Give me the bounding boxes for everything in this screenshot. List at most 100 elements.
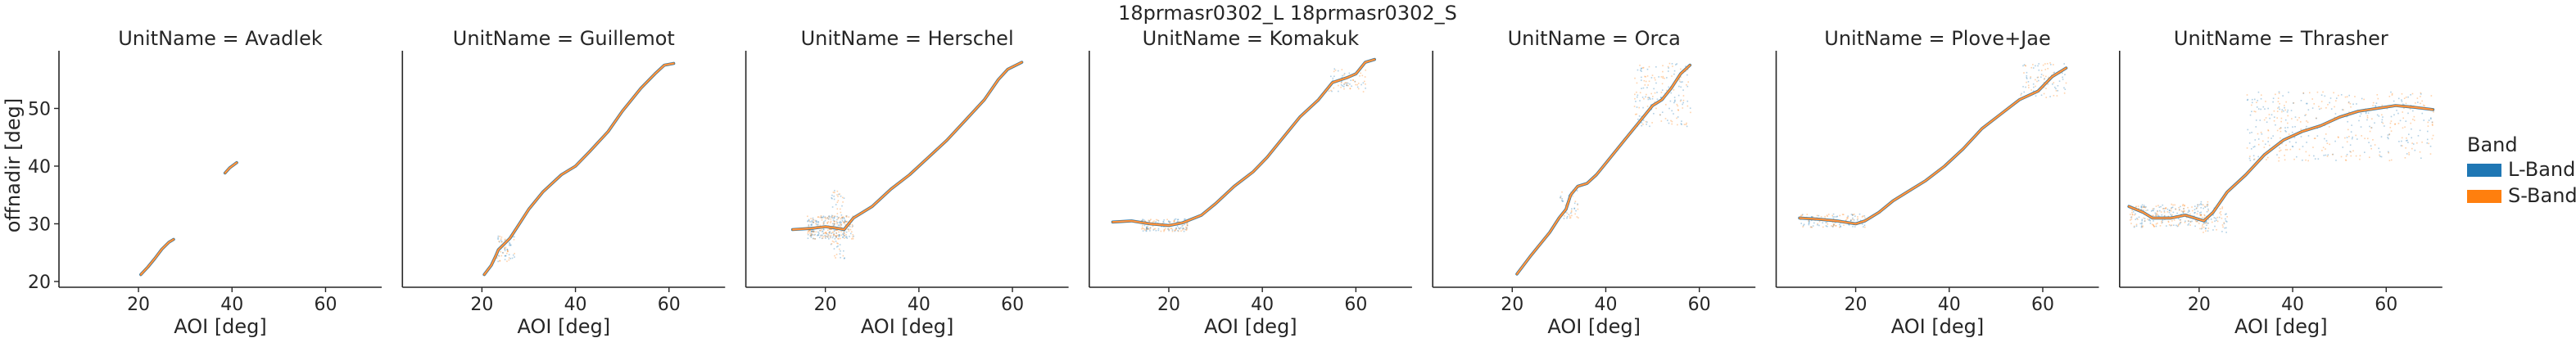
noise-point <box>1171 229 1174 231</box>
noise-point <box>1186 228 1188 231</box>
noise-point <box>2300 136 2302 137</box>
series-line-s-band <box>1111 58 1376 227</box>
noise-point <box>1861 216 1863 218</box>
noise-point <box>1343 73 1346 74</box>
noise-point <box>2346 154 2348 155</box>
noise-point <box>2329 143 2330 146</box>
noise-point <box>509 258 512 259</box>
noise-point <box>2160 205 2162 208</box>
noise-point <box>2358 119 2360 122</box>
noise-point <box>2382 116 2384 118</box>
noise-point <box>2045 88 2047 89</box>
noise-point <box>2026 81 2027 83</box>
noise-point <box>500 241 503 243</box>
noise-point <box>1643 79 1646 82</box>
noise-point <box>2180 205 2181 208</box>
noise-point <box>2363 98 2365 101</box>
noise-point <box>1347 82 1349 84</box>
noise-point <box>2193 212 2195 214</box>
noise-point <box>830 216 832 218</box>
noise-point <box>2421 100 2423 102</box>
noise-point <box>848 225 850 227</box>
x-axis-label: AOI [deg] <box>518 315 611 338</box>
noise-point <box>813 230 814 232</box>
noise-point <box>835 204 837 205</box>
noise-point <box>2360 126 2362 128</box>
noise-point <box>2288 133 2290 135</box>
noise-point <box>1818 220 1821 223</box>
noise-point <box>2354 96 2356 97</box>
noise-point <box>1666 77 1668 79</box>
noise-point <box>2405 97 2407 98</box>
noise-point <box>1685 65 1686 67</box>
noise-point <box>2346 141 2348 143</box>
noise-point <box>2184 221 2186 223</box>
noise-point <box>2259 119 2261 121</box>
noise-point <box>1173 221 1175 223</box>
noise-point <box>1667 70 1669 72</box>
noise-point <box>1175 227 1177 229</box>
noise-point <box>1144 229 1146 231</box>
noise-point <box>1686 69 1689 70</box>
noise-point <box>2200 214 2203 217</box>
noise-point <box>849 228 852 231</box>
noise-point <box>1831 226 1834 228</box>
noise-point <box>2260 94 2262 96</box>
noise-point <box>1680 123 1682 124</box>
noise-point <box>2043 79 2045 80</box>
noise-point <box>843 232 845 233</box>
noise-point <box>2155 225 2157 228</box>
noise-point <box>2218 216 2221 219</box>
noise-point <box>2296 155 2298 158</box>
noise-point <box>1169 221 1171 223</box>
noise-point <box>2193 209 2196 210</box>
noise-point <box>1851 214 1854 216</box>
noise-point <box>2251 131 2252 133</box>
noise-point <box>1654 92 1656 94</box>
noise-point <box>1644 83 1646 86</box>
noise-point <box>2266 121 2268 124</box>
noise-point <box>1690 111 1691 114</box>
noise-point <box>2253 110 2256 112</box>
noise-point <box>845 221 848 223</box>
noise-point <box>1817 223 1818 226</box>
noise-point <box>807 219 809 222</box>
noise-point <box>1812 216 1814 218</box>
noise-point <box>1843 224 1845 226</box>
noise-point <box>2406 140 2407 142</box>
noise-point <box>2349 144 2352 146</box>
noise-point <box>2257 108 2260 110</box>
noise-point <box>1155 219 1157 221</box>
noise-point <box>817 232 820 234</box>
noise-point <box>2269 117 2270 119</box>
noise-point <box>840 224 843 226</box>
noise-point <box>1861 223 1863 225</box>
noise-point <box>2130 216 2133 218</box>
noise-point <box>2040 94 2043 97</box>
noise-point <box>1848 223 1849 226</box>
noise-point <box>807 232 809 234</box>
noise-point <box>2284 129 2286 132</box>
noise-point <box>2183 208 2184 210</box>
noise-point <box>1676 63 1678 65</box>
noise-point <box>2344 137 2346 139</box>
noise-point <box>1349 88 1351 89</box>
x-tick-label: 40 <box>2281 295 2304 315</box>
noise-point <box>1563 218 1565 219</box>
noise-point <box>1576 216 1578 218</box>
noise-point <box>837 218 839 220</box>
noise-point <box>2199 212 2201 214</box>
noise-point <box>821 217 823 219</box>
x-tick-label: 40 <box>220 295 243 315</box>
noise-point <box>841 217 844 219</box>
noise-point <box>2058 80 2061 82</box>
x-axis-label: AOI [deg] <box>2234 315 2328 338</box>
noise-point <box>844 223 846 226</box>
noise-point <box>829 232 831 234</box>
noise-point <box>2369 156 2370 159</box>
noise-point <box>842 221 844 223</box>
noise-point <box>1566 212 1569 214</box>
noise-point <box>2273 119 2275 122</box>
noise-point <box>2037 65 2039 67</box>
